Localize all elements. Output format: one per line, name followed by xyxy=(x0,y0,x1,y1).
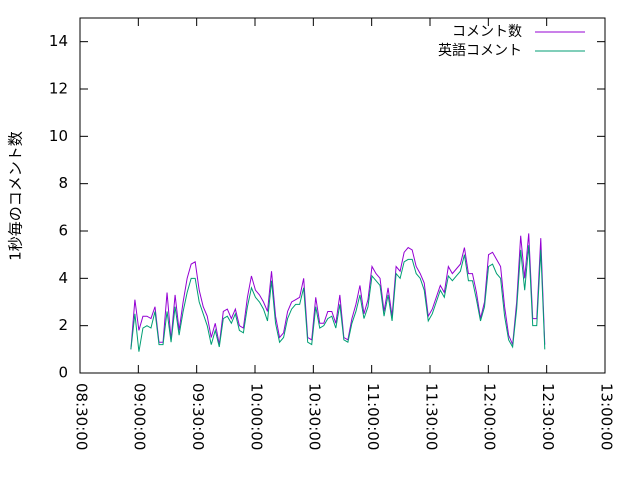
y-tick-label: 8 xyxy=(58,174,68,192)
x-tick-label: 13:00:00 xyxy=(597,383,615,450)
x-tick-label: 08:30:00 xyxy=(72,383,90,450)
y-tick-label: 2 xyxy=(58,316,68,334)
legend-label: コメント数 xyxy=(452,24,522,40)
plot-frame xyxy=(79,17,606,374)
x-tick-label: 11:30:00 xyxy=(422,383,440,450)
y-tick-label: 0 xyxy=(58,364,68,382)
y-tick-label: 14 xyxy=(49,32,68,50)
legend-label: 英語コメント xyxy=(438,42,522,59)
y-tick-label: 4 xyxy=(58,269,68,287)
x-tick-label: 09:30:00 xyxy=(189,383,207,450)
x-tick-label: 10:00:00 xyxy=(247,383,265,450)
data-line xyxy=(130,233,546,350)
y-tick-label: 10 xyxy=(49,127,68,145)
y-axis-label: 1秒毎のコメント数 xyxy=(7,131,25,261)
y-tick-label: 6 xyxy=(58,222,68,240)
x-tick-label: 12:30:00 xyxy=(539,383,557,450)
y-tick-label: 12 xyxy=(49,80,68,98)
data-line xyxy=(130,245,546,352)
x-tick-label: 12:00:00 xyxy=(481,383,499,450)
x-tick-label: 11:00:00 xyxy=(364,383,382,450)
x-tick-label: 09:00:00 xyxy=(131,383,149,450)
x-tick-label: 10:30:00 xyxy=(306,383,324,450)
